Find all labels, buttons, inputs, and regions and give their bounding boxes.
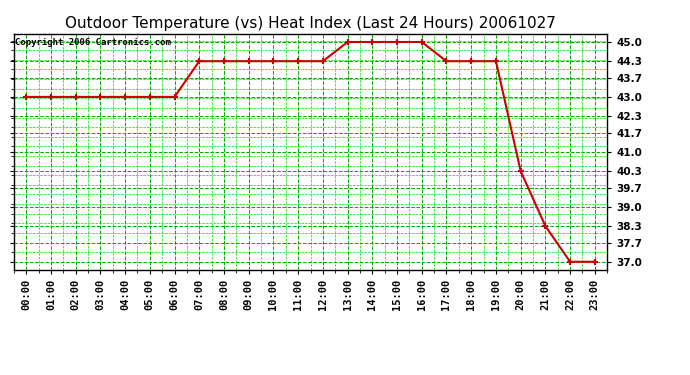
Title: Outdoor Temperature (vs) Heat Index (Last 24 Hours) 20061027: Outdoor Temperature (vs) Heat Index (Las… <box>65 16 556 31</box>
Text: Copyright 2006 Cartronics.com: Copyright 2006 Cartronics.com <box>15 39 171 48</box>
